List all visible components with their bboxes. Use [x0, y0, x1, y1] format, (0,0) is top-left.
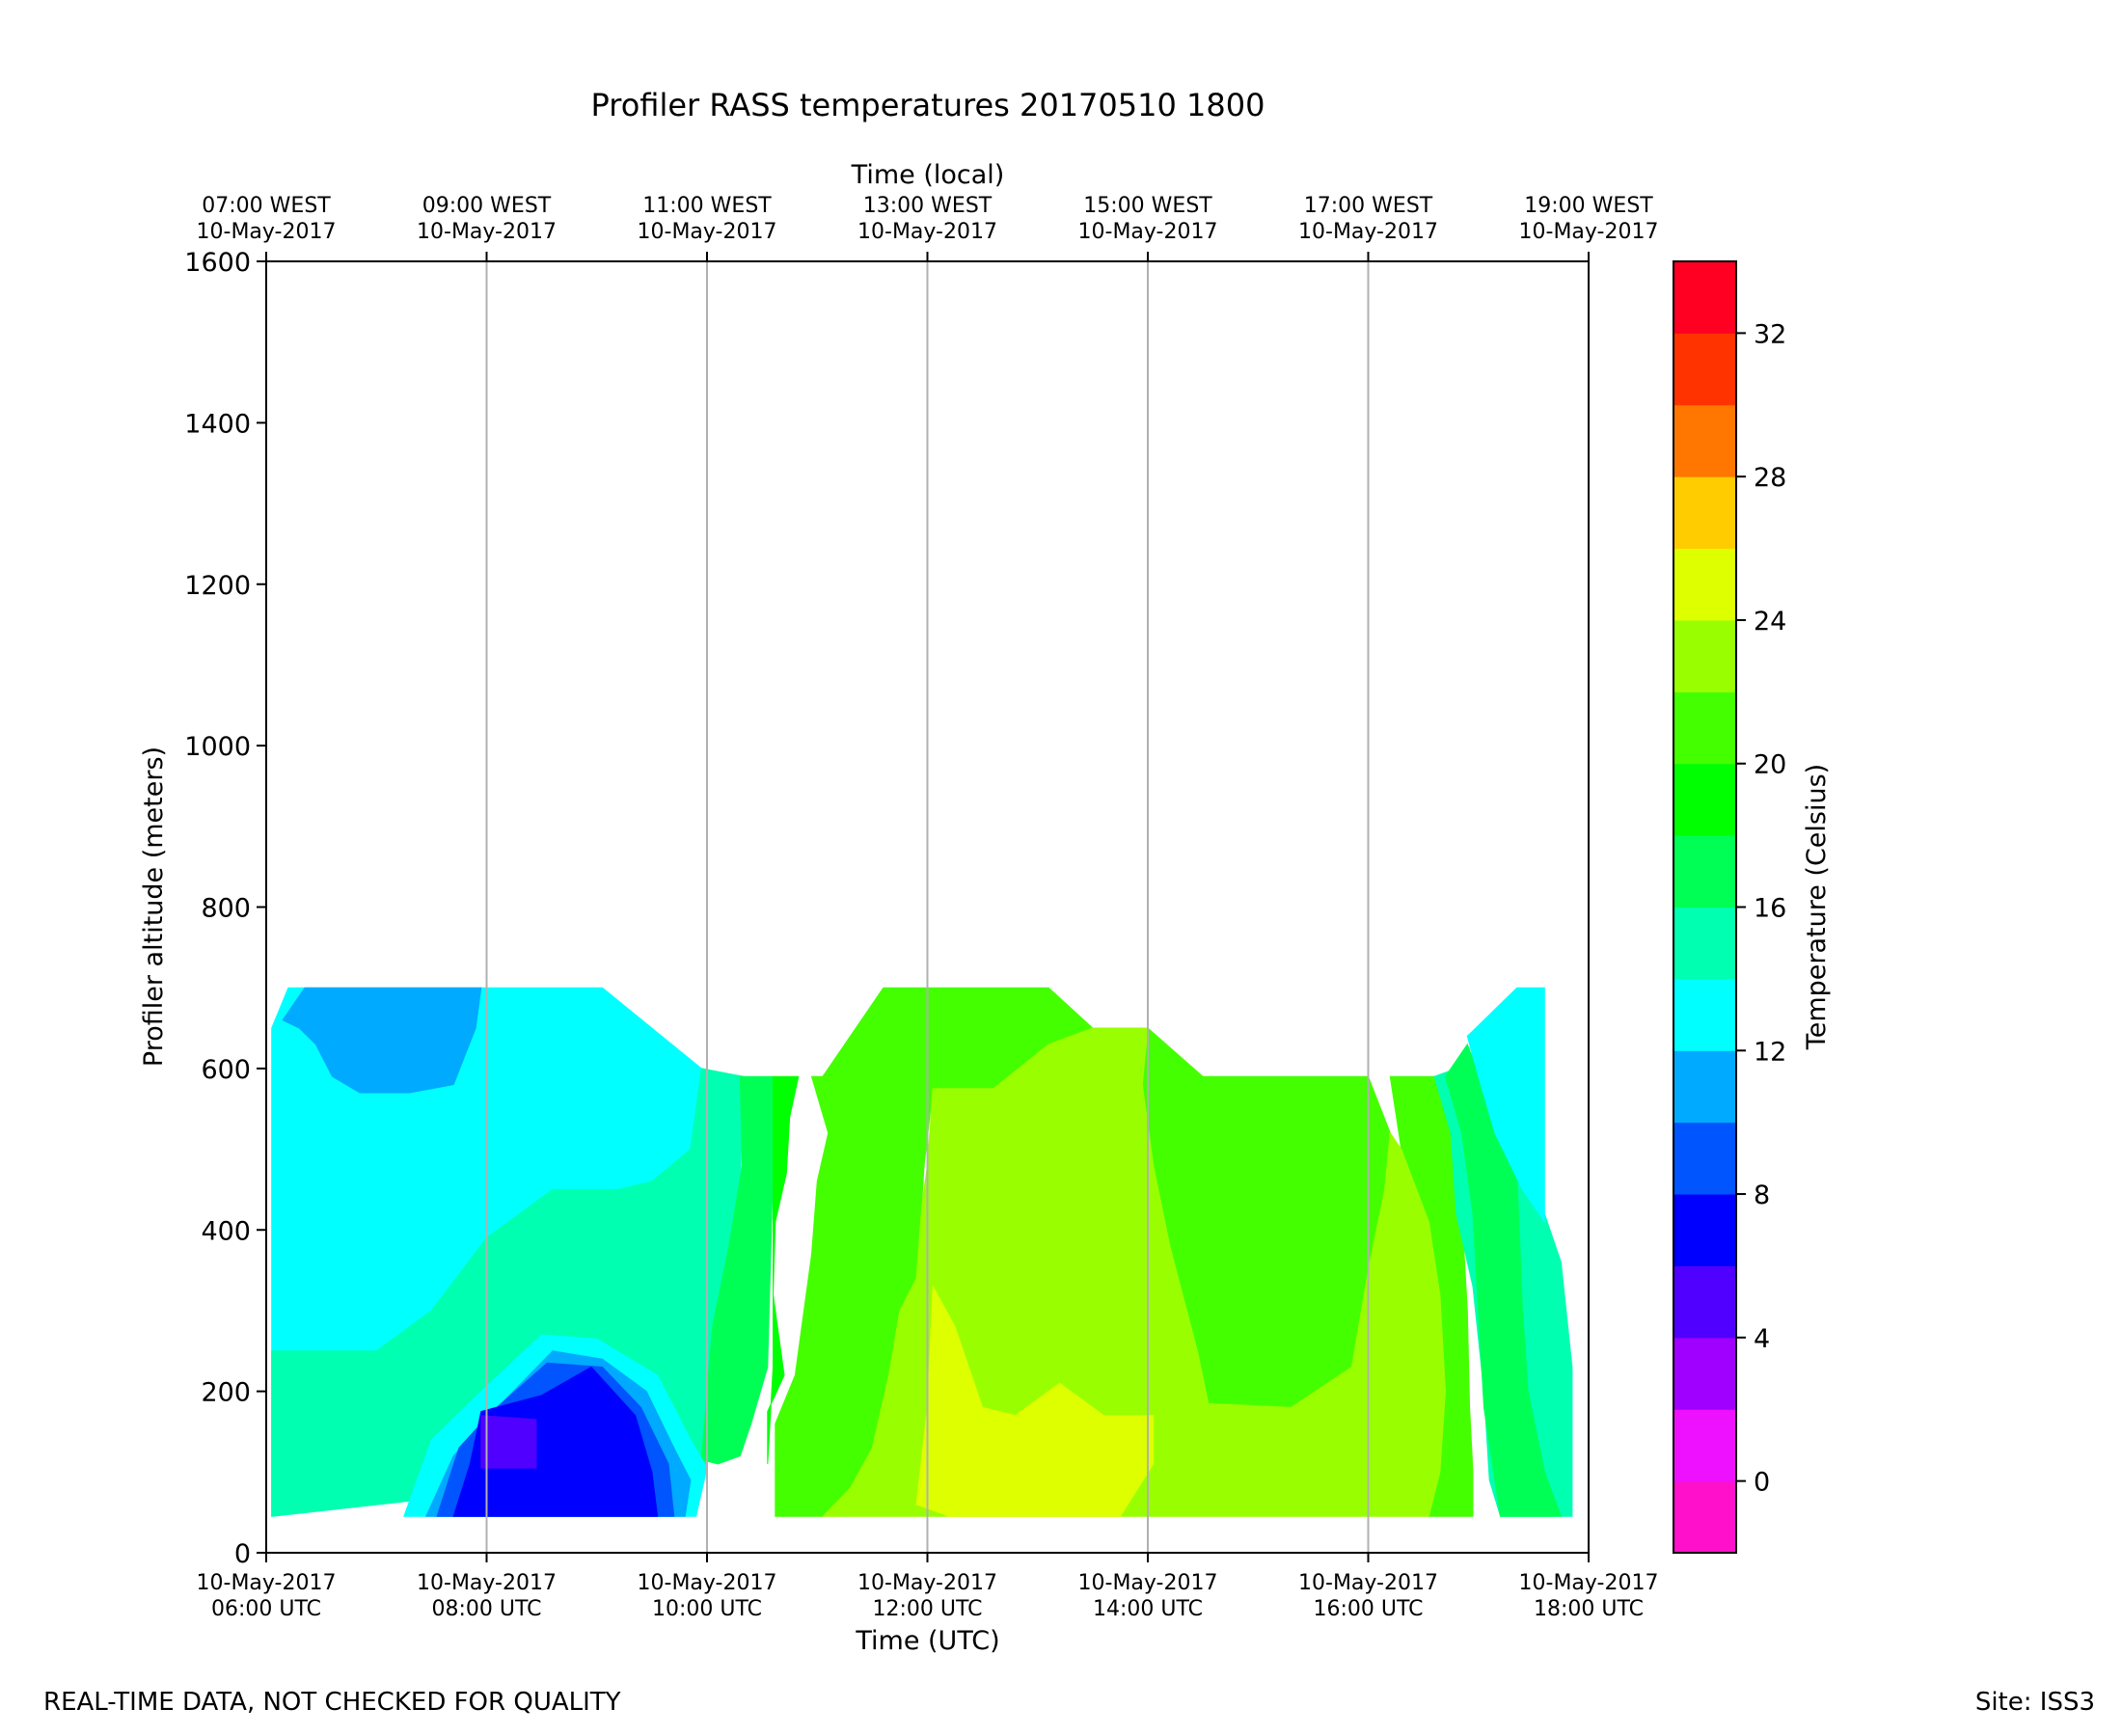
x-tick-time-12: 12:00 UTC [872, 1597, 982, 1621]
contour-green-pocket [838, 1068, 868, 1135]
x-top-tick-time-16: 17:00 WEST [1304, 194, 1433, 218]
contour-cold-purple [480, 1415, 537, 1469]
y-tick-label-1600: 1600 [184, 248, 251, 278]
site-label: Site: ISS3 [1975, 1688, 2095, 1717]
chart-title: Profiler RASS temperatures 20170510 1800 [591, 87, 1265, 123]
contour-regions [271, 987, 1573, 1517]
x-tick-date-14: 10-May-2017 [1078, 1571, 1218, 1595]
colorbar-tick-label-16: 16 [1754, 894, 1786, 924]
colorbar-segment-8 [1673, 1122, 1736, 1195]
colorbar-ticks: 0 4 8 12 16 20 24 28 32 [1736, 319, 1786, 1498]
x-top-tick-date-8: 10-May-2017 [417, 220, 557, 244]
y-tick-label-1200: 1200 [184, 571, 251, 601]
colorbar-tick-label-4: 4 [1754, 1324, 1770, 1354]
colorbar-tick-label-24: 24 [1754, 607, 1786, 637]
colorbar-segment-10 [1673, 1050, 1736, 1124]
colorbar-tick-label-20: 20 [1754, 750, 1786, 780]
colorbar-segment-24 [1673, 548, 1736, 621]
colorbar-segment-22 [1673, 619, 1736, 692]
y-tick-label-800: 800 [201, 894, 251, 924]
y-tick-label-200: 200 [201, 1378, 251, 1408]
contour-east-cyan [1466, 987, 1545, 1224]
contour-yellow-hot [915, 1284, 1155, 1517]
x-top-tick-date-16: 10-May-2017 [1298, 220, 1438, 244]
colorbar-segment-2 [1673, 1337, 1736, 1410]
colorbar-label: Temperature (Celsius) [1802, 764, 1832, 1050]
top-axis-label: Time (local) [851, 160, 1005, 190]
x-top-tick-time-6: 07:00 WEST [202, 194, 331, 218]
colorbar-segment-16 [1673, 835, 1736, 908]
y-tick-label-1000: 1000 [184, 732, 251, 762]
colorbar-tick-label-12: 12 [1754, 1037, 1786, 1067]
colorbar-segment-14 [1673, 907, 1736, 980]
colorbar-segment-28 [1673, 404, 1736, 477]
x-tick-time-14: 14:00 UTC [1093, 1597, 1203, 1621]
x-tick-time-16: 16:00 UTC [1313, 1597, 1423, 1621]
contour-east-green [1444, 1043, 1563, 1517]
colorbar-tick-label-32: 32 [1754, 319, 1786, 349]
colorbar-segment-0 [1673, 1409, 1736, 1482]
x-tick-date-18: 10-May-2017 [1519, 1571, 1659, 1595]
colorbar-segment-4 [1673, 1265, 1736, 1339]
colorbar [1673, 261, 1736, 1554]
x-tick-date-6: 10-May-2017 [197, 1571, 337, 1595]
x-top-tick-time-14: 15:00 WEST [1083, 194, 1212, 218]
x-tick-time-6: 06:00 UTC [211, 1597, 321, 1621]
x-tick-time-18: 18:00 UTC [1534, 1597, 1644, 1621]
colorbar-segment-26 [1673, 476, 1736, 550]
x-top-tick-time-12: 13:00 WEST [863, 194, 993, 218]
x-tick-date-10: 10-May-2017 [638, 1571, 777, 1595]
colorbar-segment-18 [1673, 763, 1736, 836]
colorbar-segment-12 [1673, 978, 1736, 1051]
contour-blue-cap [282, 987, 482, 1094]
x-top-tick-time-8: 09:00 WEST [422, 194, 552, 218]
x-top-tick-date-10: 10-May-2017 [638, 220, 777, 244]
colorbar-tick-label-28: 28 [1754, 463, 1786, 493]
y-tick-label-600: 600 [201, 1055, 251, 1085]
y-tick-label-1400: 1400 [184, 409, 251, 439]
colorbar-segment-6 [1673, 1194, 1736, 1266]
colorbar-segment-30 [1673, 333, 1736, 406]
x-top-tick-time-10: 11:00 WEST [642, 194, 772, 218]
colorbar-segment--2 [1673, 1480, 1736, 1554]
contour-green-18-20 [767, 1075, 800, 1464]
y-axis: 0 200 400 600 800 1000 1200 1400 1600 [184, 248, 266, 1569]
x-axis-label: Time (UTC) [855, 1626, 999, 1656]
colorbar-tick-label-8: 8 [1754, 1180, 1770, 1210]
x-top-tick-time-18: 19:00 WEST [1524, 194, 1653, 218]
x-top-tick-date-6: 10-May-2017 [197, 220, 337, 244]
colorbar-segment-20 [1673, 692, 1736, 765]
quality-disclaimer: REAL-TIME DATA, NOT CHECKED FOR QUALITY [43, 1688, 621, 1717]
colorbar-segment-32 [1673, 261, 1736, 334]
colorbar-tick-label-0: 0 [1754, 1468, 1770, 1498]
x-top-tick-date-18: 10-May-2017 [1519, 220, 1659, 244]
x-tick-date-8: 10-May-2017 [417, 1571, 557, 1595]
grid-lines [485, 261, 1370, 1553]
x-tick-date-12: 10-May-2017 [857, 1571, 997, 1595]
x-top-tick-date-14: 10-May-2017 [1078, 220, 1218, 244]
y-tick-label-0: 0 [234, 1539, 251, 1569]
x-tick-time-10: 10:00 UTC [652, 1597, 762, 1621]
plot-area [265, 260, 1590, 1554]
y-tick-label-400: 400 [201, 1216, 251, 1246]
x-tick-time-8: 08:00 UTC [431, 1597, 541, 1621]
y-axis-label: Profiler altitude (meters) [139, 746, 169, 1067]
x-top-tick-date-12: 10-May-2017 [857, 220, 997, 244]
contour-cold-core [452, 1366, 659, 1517]
x-tick-date-16: 10-May-2017 [1298, 1571, 1438, 1595]
